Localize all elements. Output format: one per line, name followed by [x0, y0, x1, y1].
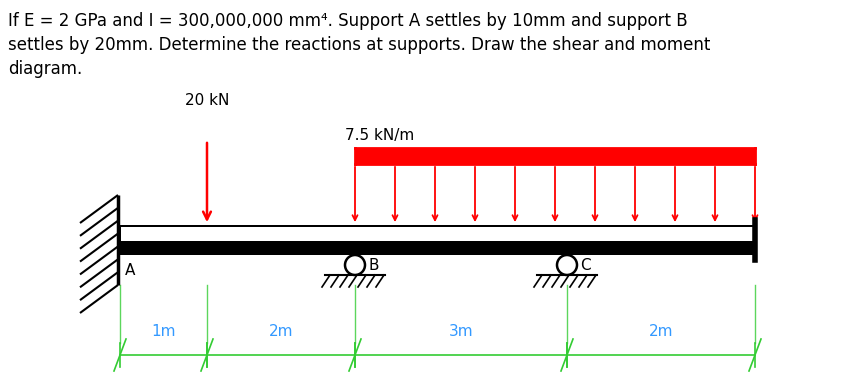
- Text: diagram.: diagram.: [8, 60, 83, 78]
- Text: C: C: [580, 258, 591, 273]
- Text: 3m: 3m: [448, 324, 473, 339]
- Text: 2m: 2m: [269, 324, 294, 339]
- Text: 20 kN: 20 kN: [185, 93, 229, 108]
- Text: If E = 2 GPa and I = 300,000,000 mm⁴. Support A settles by 10mm and support B: If E = 2 GPa and I = 300,000,000 mm⁴. Su…: [8, 12, 688, 30]
- Bar: [355, 148, 755, 164]
- Text: 1m: 1m: [151, 324, 176, 339]
- Text: 7.5 kN/m: 7.5 kN/m: [345, 128, 414, 143]
- Text: A: A: [125, 263, 135, 278]
- Bar: [121, 227, 754, 240]
- Text: B: B: [368, 258, 379, 273]
- Text: 2m: 2m: [648, 324, 673, 339]
- Text: settles by 20mm. Determine the reactions at supports. Draw the shear and moment: settles by 20mm. Determine the reactions…: [8, 36, 711, 54]
- Bar: [120, 225, 755, 255]
